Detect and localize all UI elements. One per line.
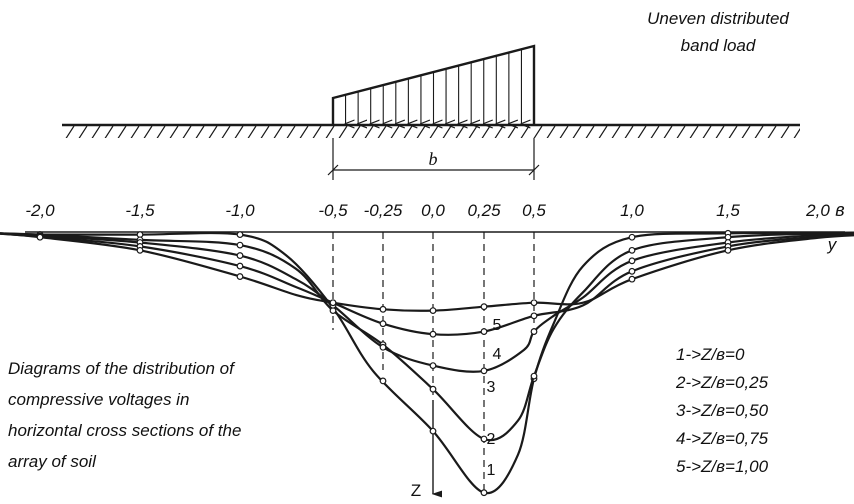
curve-label-5: 5 [493, 317, 502, 334]
y-axis-label: y [827, 235, 838, 254]
legend-item-1: 1->Z/в=0 [676, 345, 745, 364]
curve-point [379, 305, 387, 313]
band-load [331, 44, 536, 125]
curve-point [236, 241, 244, 249]
curve-point [530, 372, 538, 380]
curve-point [379, 377, 387, 385]
y-tick-label: 2,0 [805, 201, 830, 220]
load-caption-line-1: Uneven distributed [647, 9, 789, 28]
stress-curve-1 [0, 231, 854, 495]
legend-item-4: 4->Z/в=0,75 [676, 429, 769, 448]
curve-label-1: 1 [487, 462, 496, 479]
y-tick-labels: -2,0 -1,5 -1,0 -0,5 -0,25 0,0 0,25 0,5 1,0 1,5 2,0 [25, 201, 830, 220]
legend-item-2: 2->Z/в=0,25 [675, 373, 769, 392]
y-tick-label: 0,0 [421, 201, 445, 220]
curve-point [530, 299, 538, 307]
y-tick-label: -0,5 [318, 201, 348, 220]
z-axis-label: Z [411, 481, 421, 500]
curve-label-4: 4 [493, 346, 502, 363]
description-line-3: horizontal cross sections of the [8, 421, 241, 440]
curve-point [628, 233, 636, 241]
curve-point [480, 489, 488, 497]
curve-point [236, 262, 244, 270]
curve-point [628, 275, 636, 283]
curve-point [429, 307, 437, 315]
description-line-4: array of soil [8, 452, 97, 471]
unit-label: в [835, 200, 844, 220]
y-tick-label: 1,5 [716, 201, 740, 220]
curve-point [236, 273, 244, 280]
curve-point [480, 303, 488, 311]
curve-label-3: 3 [487, 379, 496, 396]
curve-point [480, 367, 488, 375]
width-label: b [429, 149, 438, 169]
y-tick-label: -1,0 [225, 201, 255, 220]
curve-label-2: 2 [487, 431, 496, 448]
curve-point [36, 233, 44, 241]
curve-point [329, 299, 337, 307]
curve-point [724, 246, 732, 254]
y-tick-label: -0,25 [364, 201, 403, 220]
curve-point [628, 246, 636, 254]
curve-point [530, 328, 538, 335]
curve-point [628, 257, 636, 265]
y-tick-label: -2,0 [25, 201, 55, 220]
curve-number-labels: 1 2 3 4 5 [487, 317, 502, 479]
y-tick-label: -1,5 [125, 201, 155, 220]
legend: 1->Z/в=0 2->Z/в=0,25 3->Z/в=0,50 4->Z/в=… [675, 345, 769, 476]
curve-point [480, 328, 488, 335]
curve-point [429, 427, 437, 435]
legend-item-3: 3->Z/в=0,50 [676, 401, 769, 420]
curve-point [236, 231, 244, 239]
y-tick-label: 0,25 [467, 201, 501, 220]
curve-point [429, 385, 437, 393]
curve-point [480, 435, 488, 443]
width-dimension: b [327, 138, 540, 180]
description: Diagrams of the distribution of compress… [8, 359, 241, 471]
curve-point [530, 312, 538, 320]
legend-item-5: 5->Z/в=1,00 [676, 457, 769, 476]
description-line-2: compressive voltages in [8, 390, 189, 409]
y-tick-label: 0,5 [522, 201, 546, 220]
curve-point [236, 252, 244, 259]
y-tick-label: 1,0 [620, 201, 644, 220]
curve-point [379, 343, 387, 351]
curve-point [429, 330, 437, 338]
ground-surface [62, 123, 800, 138]
description-line-1: Diagrams of the distribution of [8, 359, 236, 378]
curve-point [429, 362, 437, 370]
stress-curves [0, 229, 854, 497]
load-caption-line-2: band load [681, 36, 756, 55]
curve-point [136, 246, 144, 254]
curve-point [628, 267, 636, 275]
curve-point [379, 320, 387, 328]
